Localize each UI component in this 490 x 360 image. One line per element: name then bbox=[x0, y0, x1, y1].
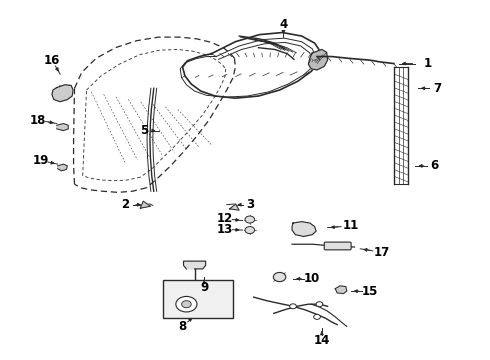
Polygon shape bbox=[230, 204, 239, 210]
Text: 19: 19 bbox=[33, 154, 49, 167]
Text: 15: 15 bbox=[362, 285, 378, 298]
Circle shape bbox=[245, 226, 255, 234]
Polygon shape bbox=[292, 222, 316, 237]
Polygon shape bbox=[52, 85, 73, 102]
Circle shape bbox=[176, 296, 197, 312]
Text: 9: 9 bbox=[200, 281, 208, 294]
Circle shape bbox=[273, 273, 286, 282]
FancyBboxPatch shape bbox=[324, 242, 351, 250]
Text: 2: 2 bbox=[121, 198, 129, 211]
Text: 12: 12 bbox=[217, 212, 233, 225]
Polygon shape bbox=[335, 286, 347, 294]
Circle shape bbox=[290, 304, 296, 309]
Text: 6: 6 bbox=[431, 159, 439, 172]
Polygon shape bbox=[308, 49, 328, 70]
Text: 5: 5 bbox=[140, 124, 148, 137]
Polygon shape bbox=[58, 164, 67, 171]
Polygon shape bbox=[57, 123, 68, 131]
Polygon shape bbox=[184, 261, 206, 269]
Text: 16: 16 bbox=[44, 54, 60, 67]
Text: 14: 14 bbox=[314, 334, 330, 347]
Circle shape bbox=[316, 302, 323, 307]
Text: 10: 10 bbox=[304, 272, 320, 285]
Text: 13: 13 bbox=[217, 223, 233, 236]
Polygon shape bbox=[140, 201, 150, 208]
Bar bbox=[163, 280, 233, 318]
Text: 17: 17 bbox=[374, 246, 390, 259]
Text: 3: 3 bbox=[246, 198, 254, 211]
Text: 7: 7 bbox=[433, 82, 441, 95]
Circle shape bbox=[245, 216, 255, 223]
Text: 1: 1 bbox=[423, 57, 432, 70]
Text: 18: 18 bbox=[29, 113, 46, 126]
Text: 4: 4 bbox=[279, 18, 288, 31]
Circle shape bbox=[182, 301, 191, 308]
Text: 11: 11 bbox=[343, 219, 359, 232]
Text: 8: 8 bbox=[178, 320, 187, 333]
Circle shape bbox=[314, 314, 320, 319]
